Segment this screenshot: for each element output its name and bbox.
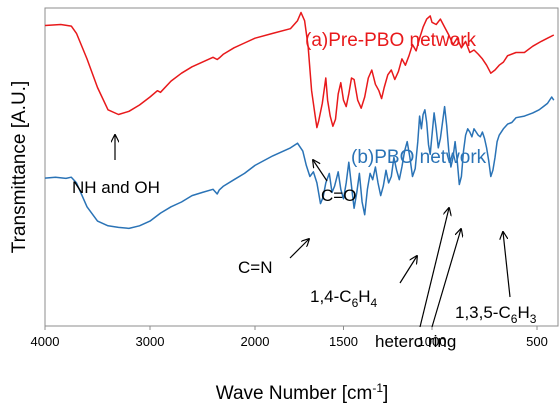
y-axis-title: Transmittance [A.U.] <box>9 81 30 253</box>
annotation-c-o: C=O <box>321 186 356 205</box>
annotation-c6h3-c: H <box>517 303 529 322</box>
annotation-c6h4-d: 4 <box>371 296 378 310</box>
x-tick-label-4000: 4000 <box>31 334 60 349</box>
annotation-c6h3-a: 1,3,5-C <box>455 303 511 322</box>
x-tick-label-500: 500 <box>526 334 548 349</box>
arrow-hetero-2 <box>431 229 461 328</box>
x-axis-title-main: Wave Number [cm <box>216 383 373 404</box>
series-line-pre-pbo <box>44 11 555 129</box>
annotation-c6h4-c: H <box>358 287 370 306</box>
x-axis-title: Wave Number [cm-1] <box>216 381 389 404</box>
series-label-b: (b)PBO network <box>351 147 487 168</box>
x-tick-label-1500: 1500 <box>329 334 358 349</box>
annotation-c6h3-d: 3 <box>530 312 537 326</box>
arrow-c-n <box>289 239 309 259</box>
annotation-c6h3: 1,3,5-C6H3 <box>455 303 537 326</box>
x-tick-label-1000: 1000 <box>418 334 447 349</box>
arrow-c-o <box>313 160 328 182</box>
annotation-c6h3-b: 6 <box>511 312 518 326</box>
annotation-hetero-ring: hetero ring <box>375 332 456 351</box>
annotation-nh-oh: NH and OH <box>72 178 160 197</box>
series-label-a: (a)Pre-PBO network <box>305 30 477 51</box>
x-tick-label-3000: 3000 <box>136 334 165 349</box>
x-axis-title-sup: -1 <box>372 381 383 395</box>
annotation-c6h4: 1,4-C6H4 <box>310 287 378 310</box>
arrow-hetero-1 <box>419 208 449 328</box>
arrow-c6h4 <box>399 256 417 284</box>
annotation-c-n: C=N <box>238 258 272 277</box>
series-line-pbo <box>44 96 555 230</box>
x-tick-label-2000: 2000 <box>241 334 270 349</box>
x-axis-title-tail: ] <box>383 383 388 404</box>
series-group <box>44 11 555 230</box>
plot-area <box>44 7 559 327</box>
annotation-c6h4-b: 6 <box>352 296 359 310</box>
annotation-c6h4-a: 1,4-C <box>310 287 352 306</box>
x-axis: 4000 3000 2000 1500 1000 500 <box>31 326 548 349</box>
arrow-c6h3 <box>503 232 511 298</box>
